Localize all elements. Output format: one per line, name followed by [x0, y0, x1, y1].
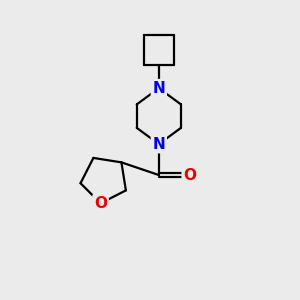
Text: N: N: [152, 136, 165, 152]
Text: O: O: [183, 167, 196, 182]
Text: N: N: [152, 81, 165, 96]
Text: O: O: [94, 196, 107, 211]
